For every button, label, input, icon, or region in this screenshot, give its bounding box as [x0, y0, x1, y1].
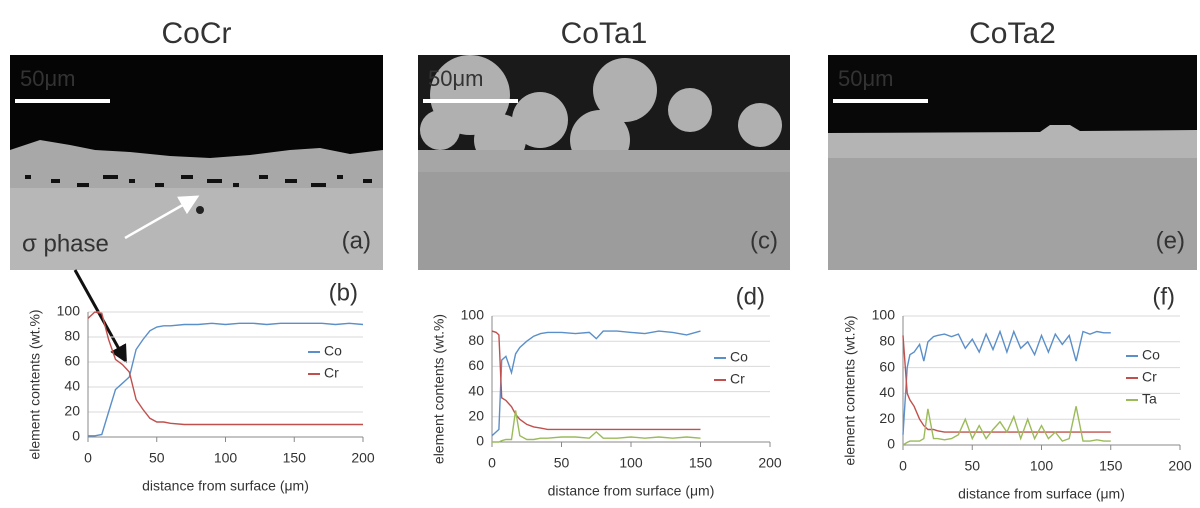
y-tick-label: 80: [468, 332, 484, 348]
y-tick-label: 80: [879, 333, 895, 349]
y-tick-label: 20: [468, 408, 484, 424]
panel-label: (d): [736, 283, 765, 310]
y-tick-label: 80: [64, 328, 80, 344]
x-tick-label: 150: [689, 455, 713, 471]
sem-pore: [181, 175, 193, 179]
x-axis-label: distance from surface (μm): [142, 478, 309, 494]
x-tick-label: 100: [1030, 458, 1054, 474]
y-tick-label: 100: [461, 307, 485, 323]
data-line: [492, 411, 701, 443]
panel-label: (f): [1152, 283, 1175, 310]
legend-label: Co: [324, 343, 342, 359]
y-tick-label: 100: [872, 307, 896, 323]
x-tick-label: 50: [964, 458, 980, 474]
x-tick-label: 0: [899, 458, 907, 474]
sem-scale-layer: [418, 150, 790, 175]
image-label: (c): [750, 227, 778, 254]
sem-pore: [155, 183, 164, 187]
legend-label: Co: [1142, 347, 1160, 363]
y-tick-label: 60: [879, 358, 895, 374]
x-axis-label: distance from surface (μm): [548, 483, 715, 499]
scale-bar-label: 50μm: [838, 66, 893, 91]
sem-oxide-grain: [738, 103, 782, 147]
annotation: σ phase: [22, 230, 109, 257]
legend-label: Cr: [730, 371, 745, 387]
sem-pore: [103, 175, 118, 179]
sem-pore: [337, 175, 343, 179]
data-line: [88, 312, 363, 425]
legend-label: Ta: [1142, 391, 1157, 407]
y-axis-label: element contents (wt.%): [431, 314, 447, 464]
x-tick-label: 0: [488, 455, 496, 471]
x-tick-label: 150: [283, 450, 307, 466]
x-tick-label: 50: [149, 450, 165, 466]
sem-pore: [207, 179, 222, 183]
y-tick-label: 20: [64, 403, 80, 419]
x-tick-label: 50: [554, 455, 570, 471]
legend-label: Cr: [324, 365, 339, 381]
x-axis-label: distance from surface (μm): [958, 486, 1125, 502]
annotation-arrow: [75, 270, 124, 358]
sem-substrate: [418, 172, 790, 270]
sem-pore: [77, 183, 89, 187]
x-tick-label: 200: [1168, 458, 1192, 474]
sem-pore: [25, 175, 31, 179]
data-line: [903, 406, 1111, 445]
y-tick-label: 60: [468, 357, 484, 373]
x-tick-label: 100: [214, 450, 238, 466]
sem-pore: [259, 175, 268, 179]
x-tick-label: 100: [619, 455, 643, 471]
image-label: (a): [342, 227, 371, 254]
x-tick-label: 200: [351, 450, 375, 466]
y-tick-label: 0: [887, 436, 895, 452]
x-tick-label: 150: [1099, 458, 1123, 474]
y-tick-label: 20: [879, 410, 895, 426]
sem-substrate: [10, 188, 383, 270]
x-tick-label: 0: [84, 450, 92, 466]
data-line: [88, 323, 363, 436]
y-tick-label: 40: [879, 384, 895, 400]
sem-pore: [311, 183, 326, 187]
panel-title: CoTa1: [561, 17, 648, 50]
y-tick-label: 0: [72, 428, 80, 444]
y-tick-label: 40: [468, 382, 484, 398]
image-label: (e): [1156, 227, 1185, 254]
panel-title: CoTa2: [969, 17, 1056, 50]
scale-bar-label: 50μm: [428, 66, 483, 91]
sem-pore: [233, 183, 239, 187]
data-line: [492, 331, 701, 429]
legend-label: Cr: [1142, 369, 1157, 385]
y-tick-label: 100: [57, 303, 81, 319]
sem-oxide-grain: [668, 88, 712, 132]
sem-pore: [129, 179, 135, 183]
sem-substrate: [828, 158, 1197, 270]
sem-dot: [196, 206, 204, 214]
panel-label: (b): [329, 279, 358, 306]
sem-pore: [51, 179, 60, 183]
sem-oxide-grain: [420, 110, 460, 150]
legend-label: Co: [730, 349, 748, 365]
y-axis-label: element contents (wt.%): [27, 309, 43, 459]
sem-pore: [285, 179, 297, 183]
figure: CoCr50μm(a)σ phaseCoTa150μm(c)CoTa250μm(…: [0, 0, 1200, 508]
y-axis-label: element contents (wt.%): [842, 315, 858, 465]
y-tick-label: 0: [476, 433, 484, 449]
sem-pore: [363, 179, 372, 183]
scale-bar-label: 50μm: [20, 66, 75, 91]
panel-title: CoCr: [161, 17, 231, 50]
data-line: [492, 331, 701, 436]
x-tick-label: 200: [758, 455, 782, 471]
y-tick-label: 60: [64, 353, 80, 369]
y-tick-label: 40: [64, 378, 80, 394]
